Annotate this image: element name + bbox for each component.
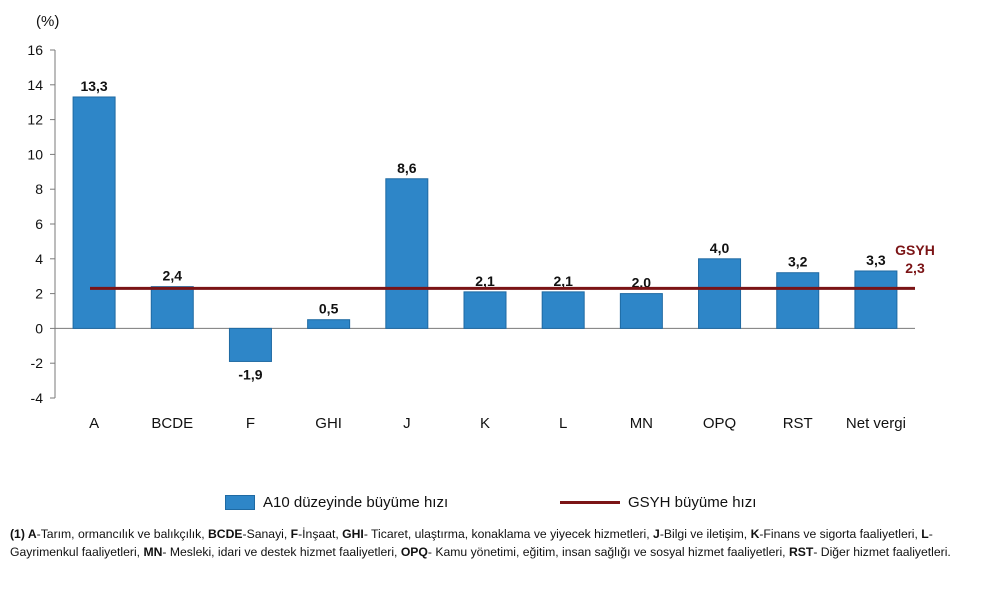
- gsyh-label-name: GSYH: [895, 242, 935, 258]
- footnote-text: -Sanayi,: [242, 527, 291, 541]
- y-tick-label: 16: [27, 42, 43, 58]
- y-tick-label: -4: [31, 390, 44, 406]
- value-label: 2,4: [163, 268, 183, 284]
- footnote-code: RST: [788, 545, 814, 559]
- bar-opq: [698, 258, 742, 329]
- x-tick-label: BCDE: [151, 415, 193, 432]
- legend: A10 düzeyinde büyüme hızı GSYH büyüme hı…: [0, 494, 1000, 518]
- x-tick-label: OPQ: [703, 415, 736, 432]
- legend-bar-swatch: [225, 495, 255, 510]
- x-tick-label: GHI: [315, 415, 342, 432]
- bar-bcde: [150, 286, 194, 329]
- footnote-code: F: [290, 527, 299, 541]
- legend-line-swatch: [560, 501, 620, 504]
- x-tick-label: J: [403, 415, 411, 432]
- footnote-text: - Diğer hizmet faaliyetleri.: [813, 545, 951, 559]
- footnote-code: L: [921, 527, 929, 541]
- footnote: (1) A-Tarım, ormancılık ve balıkçılık, B…: [10, 525, 985, 561]
- x-tick-label: RST: [783, 415, 813, 432]
- value-label: 3,2: [788, 254, 808, 270]
- y-tick-label: 6: [35, 216, 43, 232]
- value-label: 2,1: [553, 273, 573, 289]
- value-label: -1,9: [238, 366, 262, 382]
- value-label: 13,3: [80, 78, 107, 94]
- legend-item-line: GSYH büyüme hızı: [560, 494, 756, 511]
- y-axis: (%) -4 -2 0 2 4 6 8 10 12 14 16: [27, 13, 915, 406]
- footnote-text: - Kamu yönetimi, eğitim, insan sağlığı v…: [427, 545, 789, 559]
- footnote-text: -Gayrimenkul faaliyetleri,: [10, 527, 933, 559]
- x-axis: A BCDE F GHI J K L MN OPQ RST Net vergi: [89, 415, 906, 432]
- value-label: 3,3: [866, 252, 886, 268]
- x-tick-label: MN: [630, 415, 653, 432]
- bar-rst: [776, 272, 820, 329]
- footnote-code: A: [27, 527, 37, 541]
- x-tick-label: Net vergi: [846, 415, 906, 432]
- footnote-text: - Ticaret, ulaştırma, konaklama ve yiyec…: [363, 527, 654, 541]
- y-tick-label: 12: [27, 112, 43, 128]
- bar-k: [463, 291, 507, 329]
- value-label: 0,5: [319, 301, 339, 317]
- value-label: 2,1: [475, 273, 495, 289]
- y-tick-label: 14: [27, 77, 43, 93]
- y-tick-label: 4: [35, 251, 43, 267]
- legend-line-label: GSYH büyüme hızı: [628, 494, 757, 511]
- y-tick-label: 2: [35, 286, 43, 302]
- gsyh-reference: GSYH 2,3: [90, 242, 935, 290]
- bars: [72, 96, 898, 362]
- footnote-text: -İnşaat,: [298, 527, 343, 541]
- gsyh-label-value: 2,3: [905, 260, 925, 276]
- x-tick-label: K: [480, 415, 490, 432]
- x-tick-label: A: [89, 415, 99, 432]
- bar-chart: (%) -4 -2 0 2 4 6 8 10 12 14 16 13,3 2,4 -1,9 0,5 8,6 2,…: [27, 13, 935, 432]
- bar-ghi: [307, 319, 351, 329]
- bar-j: [385, 178, 429, 329]
- y-tick-label: 8: [35, 181, 43, 197]
- x-tick-label: L: [559, 415, 567, 432]
- bar-net-vergi: [854, 270, 898, 329]
- y-unit-label: (%): [36, 13, 59, 30]
- value-label: 2,0: [632, 275, 652, 291]
- y-tick-label: 10: [27, 146, 43, 162]
- footnote-text: - Mesleki, idari ve destek hizmet faaliy…: [162, 545, 401, 559]
- value-label: 4,0: [710, 240, 730, 256]
- footnote-marker: (1): [10, 527, 28, 541]
- bar-f: [228, 327, 272, 362]
- footnote-code: K: [750, 527, 760, 541]
- bar-mn: [619, 293, 663, 329]
- bar-l: [541, 291, 585, 329]
- bar-a: [72, 96, 116, 329]
- footnote-code: OPQ: [400, 545, 428, 559]
- footnote-code: GHI: [342, 527, 364, 541]
- footnote-code: J: [653, 527, 660, 541]
- value-label: 8,6: [397, 160, 417, 176]
- footnote-text: -Tarım, ormancılık ve balıkçılık,: [36, 527, 208, 541]
- footnote-text: -Finans ve sigorta faaliyetleri,: [759, 527, 922, 541]
- x-tick-label: F: [246, 415, 255, 432]
- legend-item-bars: A10 düzeyinde büyüme hızı: [225, 494, 448, 511]
- footnote-text: -Bilgi ve iletişim,: [659, 527, 751, 541]
- footnote-code: MN: [143, 545, 163, 559]
- y-tick-label: 0: [35, 320, 43, 336]
- legend-bar-label: A10 düzeyinde büyüme hızı: [263, 494, 449, 511]
- footnote-code: BCDE: [208, 527, 243, 541]
- y-tick-label: -2: [31, 355, 44, 371]
- value-labels: 13,3 2,4 -1,9 0,5 8,6 2,1 2,1 2,0 4,0 3,2 3,3: [80, 78, 885, 382]
